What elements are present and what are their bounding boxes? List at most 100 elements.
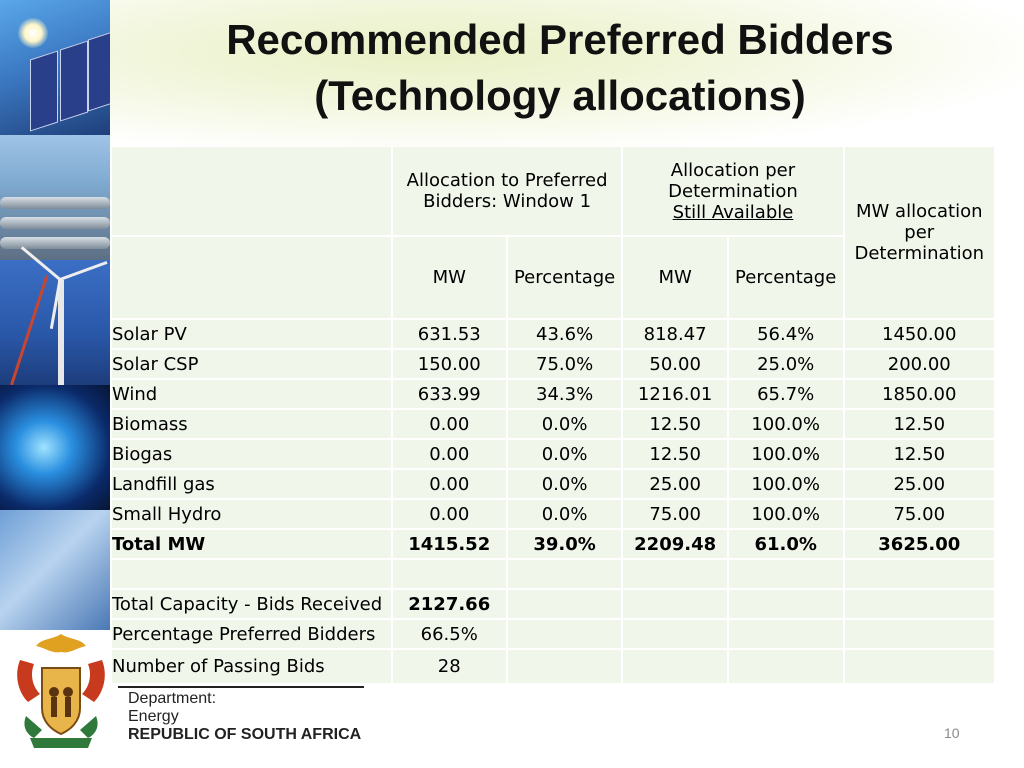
subheader-mw-1: MW	[392, 237, 506, 318]
pct-preferred-label: Percentage Preferred Bidders	[112, 620, 391, 648]
empty-cell	[623, 650, 727, 683]
cell-pct-available: 100.0%	[728, 410, 843, 438]
figure-body-right	[65, 697, 71, 717]
wing-right-shape	[82, 660, 105, 702]
total-mw-available: 2209.48	[623, 530, 727, 558]
summary-row-passing-bids: Number of Passing Bids 28	[112, 650, 994, 683]
blue-flame-photo	[0, 385, 110, 510]
cell-mw-allocated: 0.00	[392, 440, 506, 468]
passing-bids-label: Number of Passing Bids	[112, 650, 391, 683]
empty-cell	[844, 560, 994, 588]
empty-cell	[623, 560, 727, 588]
total-pct-available: 61.0%	[728, 530, 843, 558]
header-empty-cell	[112, 147, 391, 235]
passing-bids-value: 28	[392, 650, 506, 683]
blank-row	[112, 560, 994, 588]
cell-mw-total: 75.00	[844, 500, 994, 528]
solar-panel-shape	[60, 40, 88, 122]
cell-pct-available: 100.0%	[728, 500, 843, 528]
table-row: Solar PV 631.53 43.6% 818.47 56.4% 1450.…	[112, 320, 994, 348]
cell-pct-allocated: 0.0%	[507, 410, 622, 438]
energy-photo-strip	[0, 0, 110, 630]
total-label: Total MW	[112, 530, 391, 558]
table-row: Small Hydro 0.00 0.0% 75.00 100.0% 75.00	[112, 500, 994, 528]
empty-cell	[623, 620, 727, 648]
cell-mw-allocated: 631.53	[392, 320, 506, 348]
empty-cell	[844, 650, 994, 683]
table-header-row: Allocation to Preferred Bidders: Window …	[112, 147, 994, 318]
row-label: Wind	[112, 380, 391, 408]
title-line-2: (Technology allocations)	[314, 72, 806, 119]
cell-pct-allocated: 34.3%	[507, 380, 622, 408]
allocations-table: Allocation to Preferred Bidders: Window …	[110, 145, 996, 685]
table-row: Biogas 0.00 0.0% 12.50 100.0% 12.50	[112, 440, 994, 468]
cell-mw-allocated: 150.00	[392, 350, 506, 378]
turbine-blade	[59, 260, 108, 281]
bids-received-label: Total Capacity - Bids Received	[112, 590, 391, 618]
pipe-shape	[0, 237, 110, 249]
subheader-mw-2: MW	[623, 237, 727, 318]
cell-pct-available: 65.7%	[728, 380, 843, 408]
cell-pct-allocated: 0.0%	[507, 470, 622, 498]
cell-pct-available: 100.0%	[728, 470, 843, 498]
cell-mw-allocated: 633.99	[392, 380, 506, 408]
total-mw-allocated: 1415.52	[392, 530, 506, 558]
row-label: Solar PV	[112, 320, 391, 348]
empty-cell	[507, 590, 622, 618]
empty-cell	[507, 620, 622, 648]
title-line-1: Recommended Preferred Bidders	[226, 16, 894, 63]
cell-mw-available: 25.00	[623, 470, 727, 498]
cell-mw-allocated: 0.00	[392, 410, 506, 438]
empty-cell	[844, 620, 994, 648]
summary-row-pct-preferred: Percentage Preferred Bidders 66.5%	[112, 620, 994, 648]
coat-of-arms-logo	[17, 634, 105, 748]
empty-cell	[728, 590, 843, 618]
cell-mw-total: 25.00	[844, 470, 994, 498]
pipe-shape	[0, 217, 110, 229]
cell-pct-available: 100.0%	[728, 440, 843, 468]
page-number: 10	[944, 725, 960, 741]
cell-mw-total: 1450.00	[844, 320, 994, 348]
cell-mw-available: 818.47	[623, 320, 727, 348]
total-row: Total MW 1415.52 39.0% 2209.48 61.0% 362…	[112, 530, 994, 558]
dept-line-3: REPUBLIC OF SOUTH AFRICA	[128, 726, 362, 743]
subheader-percentage-1: Percentage	[507, 237, 622, 318]
header-still-available: Allocation per Determination Still Avail…	[623, 147, 843, 235]
solar-panel-shape	[30, 50, 58, 132]
empty-cell	[112, 560, 391, 588]
turbine-tower	[58, 280, 64, 385]
cell-pct-allocated: 75.0%	[507, 350, 622, 378]
department-label: Department: Energy REPUBLIC OF SOUTH AFR…	[128, 690, 361, 744]
dept-line-2: Energy	[128, 708, 179, 725]
empty-cell	[507, 650, 622, 683]
crane-shape	[10, 275, 49, 386]
empty-cell	[392, 560, 506, 588]
table-row: Wind 633.99 34.3% 1216.01 65.7% 1850.00	[112, 380, 994, 408]
cell-mw-total: 200.00	[844, 350, 994, 378]
row-label: Landfill gas	[112, 470, 391, 498]
bids-received-value: 2127.66	[392, 590, 506, 618]
pct-preferred-value: 66.5%	[392, 620, 506, 648]
cell-mw-total: 12.50	[844, 440, 994, 468]
motto-ribbon-shape	[30, 738, 92, 748]
empty-cell	[728, 650, 843, 683]
cell-mw-allocated: 0.00	[392, 470, 506, 498]
gas-pipes-photo	[0, 135, 110, 260]
header-background	[0, 0, 1024, 150]
solar-panel-photo	[0, 0, 110, 135]
cell-mw-available: 12.50	[623, 440, 727, 468]
cell-mw-allocated: 0.00	[392, 500, 506, 528]
table-row: Solar CSP 150.00 75.0% 50.00 25.0% 200.0…	[112, 350, 994, 378]
dept-line-1: Department:	[128, 690, 217, 707]
empty-cell	[507, 560, 622, 588]
empty-cell	[844, 590, 994, 618]
total-pct-allocated: 39.0%	[507, 530, 622, 558]
header-still-available-label: Still Available	[672, 201, 794, 223]
cell-mw-available: 50.00	[623, 350, 727, 378]
glass-tube-photo	[0, 510, 110, 630]
cell-mw-available: 12.50	[623, 410, 727, 438]
cell-pct-available: 25.0%	[728, 350, 843, 378]
empty-cell	[623, 590, 727, 618]
shield-shape	[41, 667, 81, 736]
cell-pct-available: 56.4%	[728, 320, 843, 348]
